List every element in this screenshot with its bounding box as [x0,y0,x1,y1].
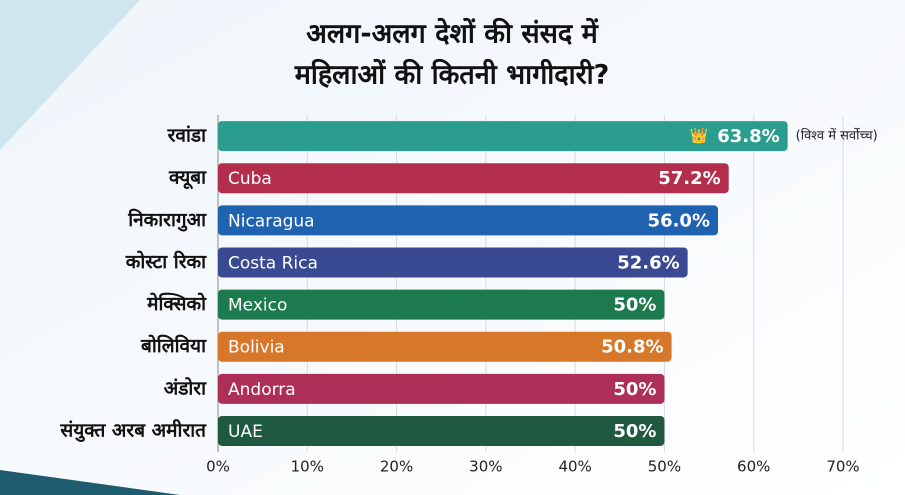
icon: 👑 [690,127,709,145]
bar-label: Mexico [228,296,287,316]
bar-label: Cuba [228,169,272,189]
x-tick-label: 40% [558,458,591,476]
plot-area: 0% 10% 20% 30% 40% 50% 60% 70% रवांडा 63.8% 👑 (विश्… [59,115,878,476]
bar [218,163,729,194]
bar-label: Costa Rica [228,253,318,273]
value-label: 50% [613,379,656,400]
value-label: 56.0% [648,210,710,231]
x-tick-label: 60% [737,458,770,476]
category-label: संयुक्त अरब अमीरात [59,418,207,442]
bar-label: Andorra [228,380,296,400]
bar [218,289,665,320]
category-label: अंडोरा [164,376,207,399]
value-label: 50% [613,421,656,442]
bar-label: Bolivia [228,338,285,358]
bar [218,415,665,446]
bar [218,373,665,404]
annotation: (विश्व में सर्वोच्च) [796,128,878,144]
value-label: 52.6% [617,252,679,273]
decoration [0,0,140,150]
x-tick-label: 50% [648,458,681,476]
bar [218,121,788,152]
x-tick-label: 0% [206,458,230,476]
decoration [0,470,180,495]
value-label: 57.2% [658,168,720,189]
category-label: रवांडा [167,125,207,147]
category-label: कोस्टा रिका [125,250,207,273]
chart-title: अलग-अलग देशों की संसद में [306,18,598,50]
bar [218,205,718,236]
value-label: 63.8% [717,126,779,147]
value-label: 50.8% [601,337,663,358]
category-label: क्यूबा [168,167,207,190]
x-tick-label: 10% [291,458,324,476]
category-label: मेक्सिको [146,292,207,315]
bar [218,331,672,362]
bar [218,247,688,278]
bar-label: Nicaragua [228,211,315,231]
x-tick-label: 70% [826,458,859,476]
x-tick-label: 20% [380,458,413,476]
x-tick-label: 30% [469,458,502,476]
chart-title: महिलाओं की कितनी भागीदारी? [294,59,610,91]
value-label: 50% [613,295,656,316]
category-label: बोलिविया [140,334,207,357]
bar-label: UAE [228,422,263,442]
category-label: निकारागुआ [127,208,207,232]
